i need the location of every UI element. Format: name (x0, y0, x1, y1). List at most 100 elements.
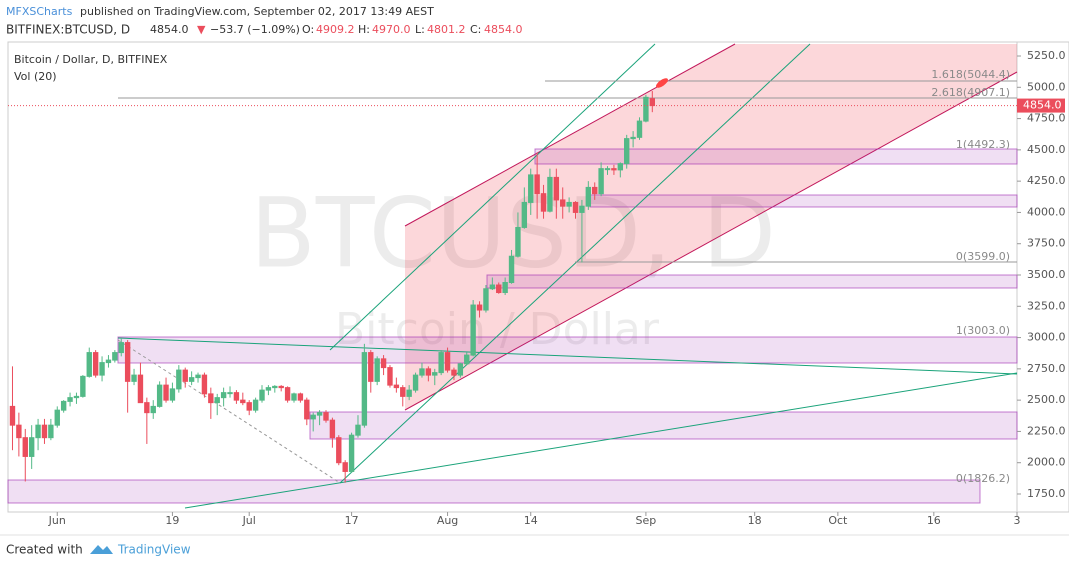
x-tick-label: Sep (636, 514, 657, 527)
candle-body (41, 424, 48, 439)
trend-line (339, 43, 811, 484)
indicator: Vol (20) (14, 70, 57, 83)
y-tick-label: 4750.0 (1027, 112, 1066, 125)
candle-body (284, 387, 291, 401)
open: 4909.2 (316, 23, 355, 36)
candle-body (432, 372, 438, 376)
chart-title: Bitcoin / Dollar, D, BITFINEX (14, 53, 168, 66)
candle-body (380, 358, 387, 369)
candle-body (137, 374, 144, 404)
candle-body (470, 304, 476, 356)
candle-body (540, 193, 547, 212)
candle-body (342, 462, 348, 472)
change: −53.7 (−1.09%) (210, 23, 300, 36)
l-label: L: (415, 23, 425, 36)
published: published on TradingView.com, September … (80, 5, 434, 18)
zone (117, 336, 1018, 364)
candle-body (48, 424, 54, 439)
fib-label: 0(3599.0) (956, 250, 1010, 263)
candle-body (592, 186, 598, 195)
zone (309, 411, 1018, 440)
candle-body (368, 352, 374, 382)
candle-body (476, 304, 483, 311)
o-label: O: (302, 23, 314, 36)
candle-body (259, 389, 265, 401)
candle-body (182, 369, 188, 382)
low: 4801.2 (427, 23, 466, 36)
candle-body (304, 399, 310, 420)
x-tick-label: Aug (437, 514, 458, 527)
candle-body (92, 352, 99, 376)
footer-brand[interactable]: TradingView (117, 543, 191, 557)
candle-body (201, 374, 208, 395)
zone (534, 148, 1018, 165)
candle-body (54, 409, 60, 426)
candle-body (451, 369, 457, 376)
candle-body (515, 226, 521, 257)
y-tick-label: 4500.0 (1027, 143, 1066, 156)
candle-body (649, 98, 656, 107)
y-tick-label: 3500.0 (1027, 268, 1066, 281)
footer-created: Created with (6, 543, 83, 557)
x-tick-label: Oct (828, 514, 848, 527)
candle-body (643, 96, 649, 122)
candle-body (579, 205, 585, 213)
close: 4854.0 (484, 23, 523, 36)
y-tick-label: 4250.0 (1027, 174, 1066, 187)
candle-body (438, 352, 444, 374)
x-tick-label: Jul (242, 514, 256, 527)
zone (7, 479, 981, 504)
candle-body (112, 352, 118, 361)
x-tick-label: 16 (927, 514, 941, 527)
candle-body (496, 284, 502, 294)
candle-body (316, 412, 323, 416)
y-tick-label: 2750.0 (1027, 362, 1066, 375)
candle-body (547, 176, 553, 212)
candle-body (16, 424, 22, 439)
drawings: 1.618(5044.4) 2.618(4907.1) 1(4492.3) 0(… (7, 43, 1018, 509)
candle-body (227, 392, 233, 395)
candle-body (291, 393, 297, 401)
y-tick-label: 1750.0 (1027, 487, 1066, 500)
candle-body (297, 393, 304, 401)
fib-label: 1.618(5044.4) (931, 68, 1010, 81)
candle-body (528, 174, 534, 203)
candle-body (35, 424, 41, 439)
last-price-box (1017, 98, 1065, 113)
candle-body (489, 284, 496, 290)
candle-body (73, 395, 80, 399)
candle-body (361, 352, 368, 426)
candle-body (425, 368, 432, 376)
candle-body (144, 402, 150, 414)
candle-body (188, 377, 195, 382)
last: 4854.0 (150, 23, 189, 36)
candle-body (630, 136, 636, 140)
x-tick-label: 18 (748, 514, 762, 527)
candle-body (464, 354, 470, 365)
y-tick-label: 3750.0 (1027, 237, 1066, 250)
candle-body (233, 392, 240, 401)
candle-body (553, 176, 560, 201)
candle-body (67, 397, 73, 402)
x-tick-label: 19 (165, 514, 179, 527)
y-tick-label: 2250.0 (1027, 424, 1066, 437)
candle-body (566, 201, 572, 207)
candle-body (265, 387, 272, 391)
candle-body (560, 199, 566, 207)
candle-body (534, 174, 540, 195)
author[interactable]: MFXSCharts (6, 5, 73, 18)
candle-body (419, 368, 425, 376)
candle-body (252, 399, 259, 411)
candle-body (400, 387, 406, 397)
trend-line (329, 43, 656, 351)
candle-body (598, 168, 604, 195)
candle-body (406, 389, 412, 397)
y-tick-label: 4000.0 (1027, 205, 1066, 218)
candle-body (374, 358, 380, 382)
candle-body (502, 282, 508, 294)
candle-body (28, 437, 35, 457)
candle-body (105, 359, 112, 364)
c-label: C: (470, 23, 481, 36)
candle-body (348, 434, 355, 472)
